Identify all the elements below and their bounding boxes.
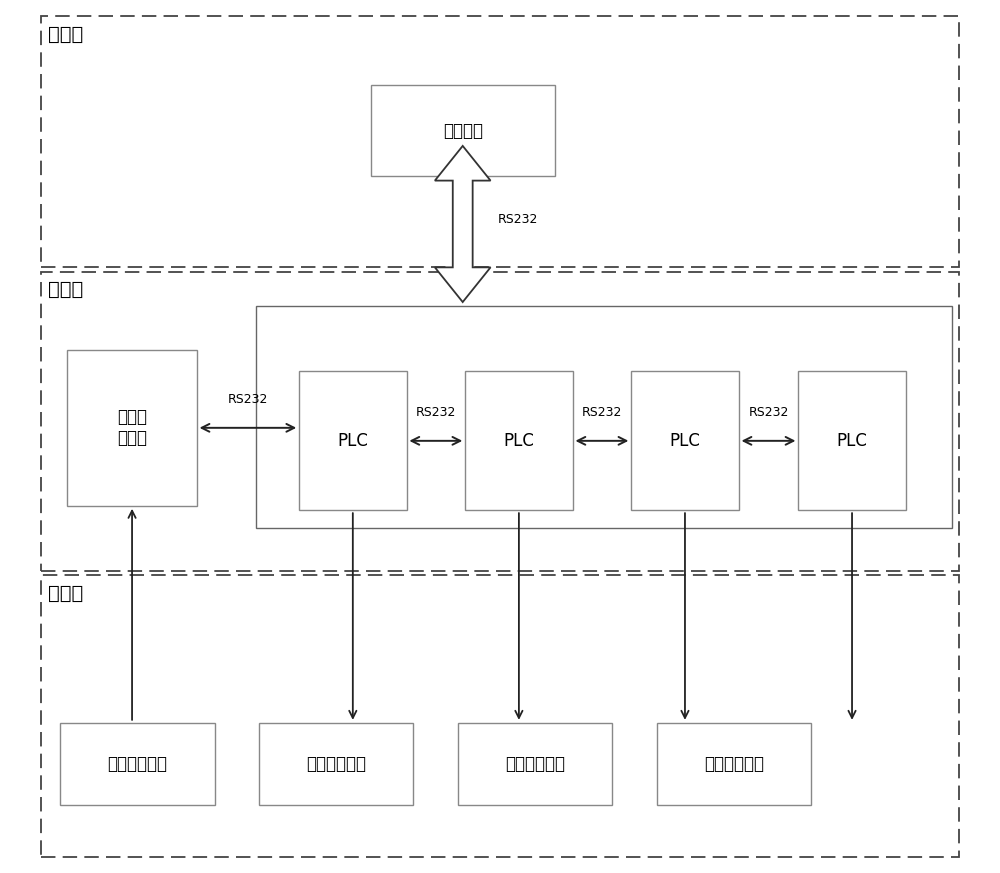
Text: 设备层: 设备层 xyxy=(48,584,83,603)
Bar xyxy=(41,575,959,857)
Text: PLC: PLC xyxy=(503,432,534,450)
Text: 智能封口设备: 智能封口设备 xyxy=(306,755,366,773)
Text: RS232: RS232 xyxy=(228,393,268,406)
Text: PLC: PLC xyxy=(670,432,700,450)
Text: 监控层: 监控层 xyxy=(48,24,83,44)
Text: PLC: PLC xyxy=(837,432,867,450)
Text: 智能装头设备: 智能装头设备 xyxy=(704,755,764,773)
Text: RS232: RS232 xyxy=(748,406,789,419)
Bar xyxy=(299,371,407,510)
Bar xyxy=(41,16,959,267)
Bar xyxy=(67,350,197,505)
Bar xyxy=(41,272,959,571)
Text: 智能点焊设备: 智能点焊设备 xyxy=(108,755,168,773)
Bar xyxy=(371,86,555,176)
Bar xyxy=(798,371,906,510)
Text: RS232: RS232 xyxy=(582,406,622,419)
Text: RS232: RS232 xyxy=(416,406,456,419)
Bar xyxy=(631,371,739,510)
Text: 智能排气设备: 智能排气设备 xyxy=(505,755,565,773)
Bar xyxy=(465,371,573,510)
Text: RS232: RS232 xyxy=(498,213,538,226)
Bar xyxy=(256,306,952,527)
Text: 监控界面: 监控界面 xyxy=(443,121,483,140)
Bar xyxy=(259,723,413,805)
Text: 控制层: 控制层 xyxy=(48,280,83,299)
Bar xyxy=(60,723,215,805)
Bar xyxy=(458,723,612,805)
Polygon shape xyxy=(435,146,491,302)
Text: 在线检
测装置: 在线检 测装置 xyxy=(117,409,147,447)
Text: PLC: PLC xyxy=(337,432,368,450)
Bar xyxy=(657,723,811,805)
